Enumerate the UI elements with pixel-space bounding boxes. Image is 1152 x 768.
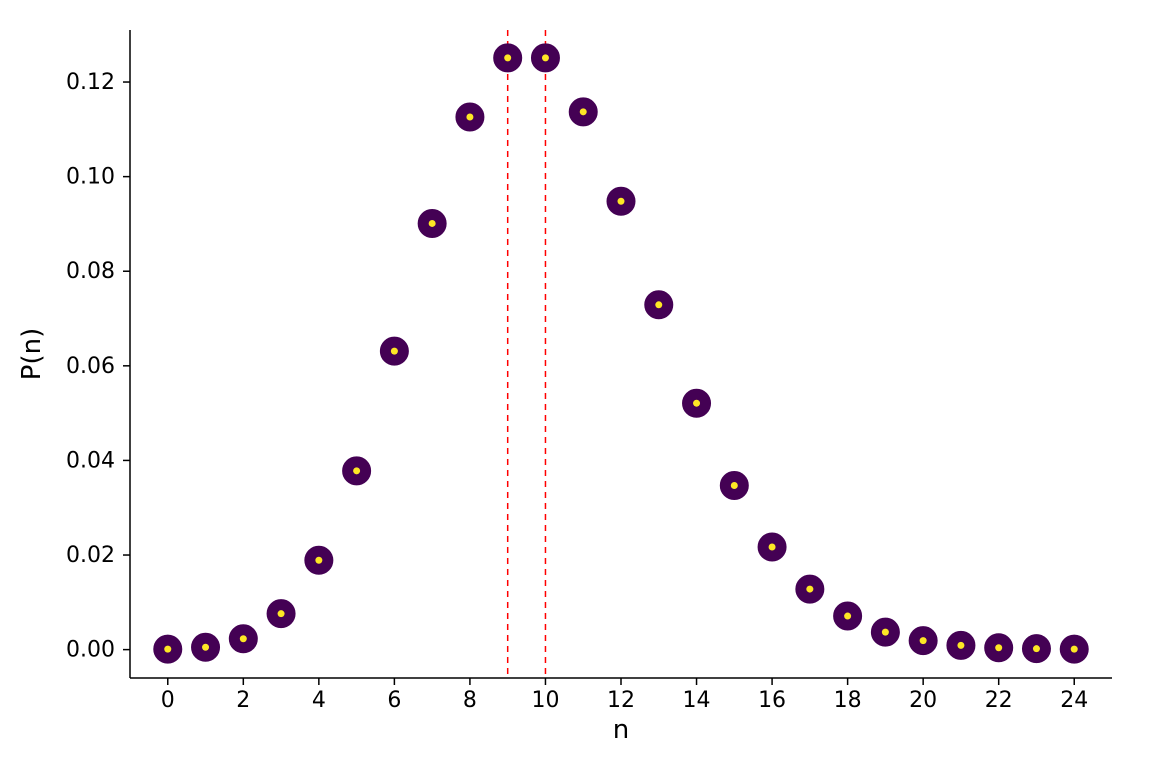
data-point: [909, 627, 937, 655]
x-tick-label: 0: [161, 688, 175, 713]
data-point: [494, 44, 522, 72]
data-point: [267, 600, 295, 628]
data-point: [1022, 635, 1050, 663]
x-tick-label: 2: [236, 688, 250, 713]
data-point: [796, 575, 824, 603]
data-point: [985, 634, 1013, 662]
x-tick-label: 10: [531, 688, 559, 713]
chart-container: 0246810121416182022240.000.020.040.060.0…: [0, 0, 1152, 768]
data-point: [305, 546, 333, 574]
y-tick-label: 0.12: [66, 70, 115, 95]
y-tick-label: 0.06: [66, 354, 115, 379]
y-tick-label: 0.02: [66, 543, 115, 568]
data-point: [1060, 635, 1088, 663]
x-tick-label: 24: [1060, 688, 1088, 713]
data-point: [834, 602, 862, 630]
data-point: [456, 103, 484, 131]
data-point: [531, 44, 559, 72]
x-tick-label: 8: [463, 688, 477, 713]
data-point: [229, 625, 257, 653]
data-point: [418, 209, 446, 237]
x-tick-label: 6: [387, 688, 401, 713]
y-tick-label: 0.10: [66, 165, 115, 190]
x-tick-label: 22: [985, 688, 1013, 713]
y-tick-label: 0.04: [66, 448, 115, 473]
data-point: [192, 633, 220, 661]
data-point: [720, 471, 748, 499]
x-tick-label: 18: [834, 688, 862, 713]
data-point: [154, 635, 182, 663]
x-tick-label: 12: [607, 688, 635, 713]
data-point: [871, 618, 899, 646]
data-point: [683, 389, 711, 417]
data-point: [758, 533, 786, 561]
x-tick-label: 20: [909, 688, 937, 713]
y-tick-label: 0.00: [66, 638, 115, 663]
y-axis-label: P(n): [17, 328, 47, 380]
data-point: [343, 457, 371, 485]
y-tick-label: 0.08: [66, 259, 115, 284]
x-axis-label: n: [613, 715, 629, 745]
data-point: [569, 98, 597, 126]
x-tick-label: 16: [758, 688, 786, 713]
data-point: [380, 337, 408, 365]
probability-scatter-chart: 0246810121416182022240.000.020.040.060.0…: [0, 0, 1152, 768]
x-tick-label: 4: [312, 688, 326, 713]
data-point: [645, 291, 673, 319]
x-tick-label: 14: [683, 688, 711, 713]
data-point: [947, 631, 975, 659]
data-point: [607, 187, 635, 215]
